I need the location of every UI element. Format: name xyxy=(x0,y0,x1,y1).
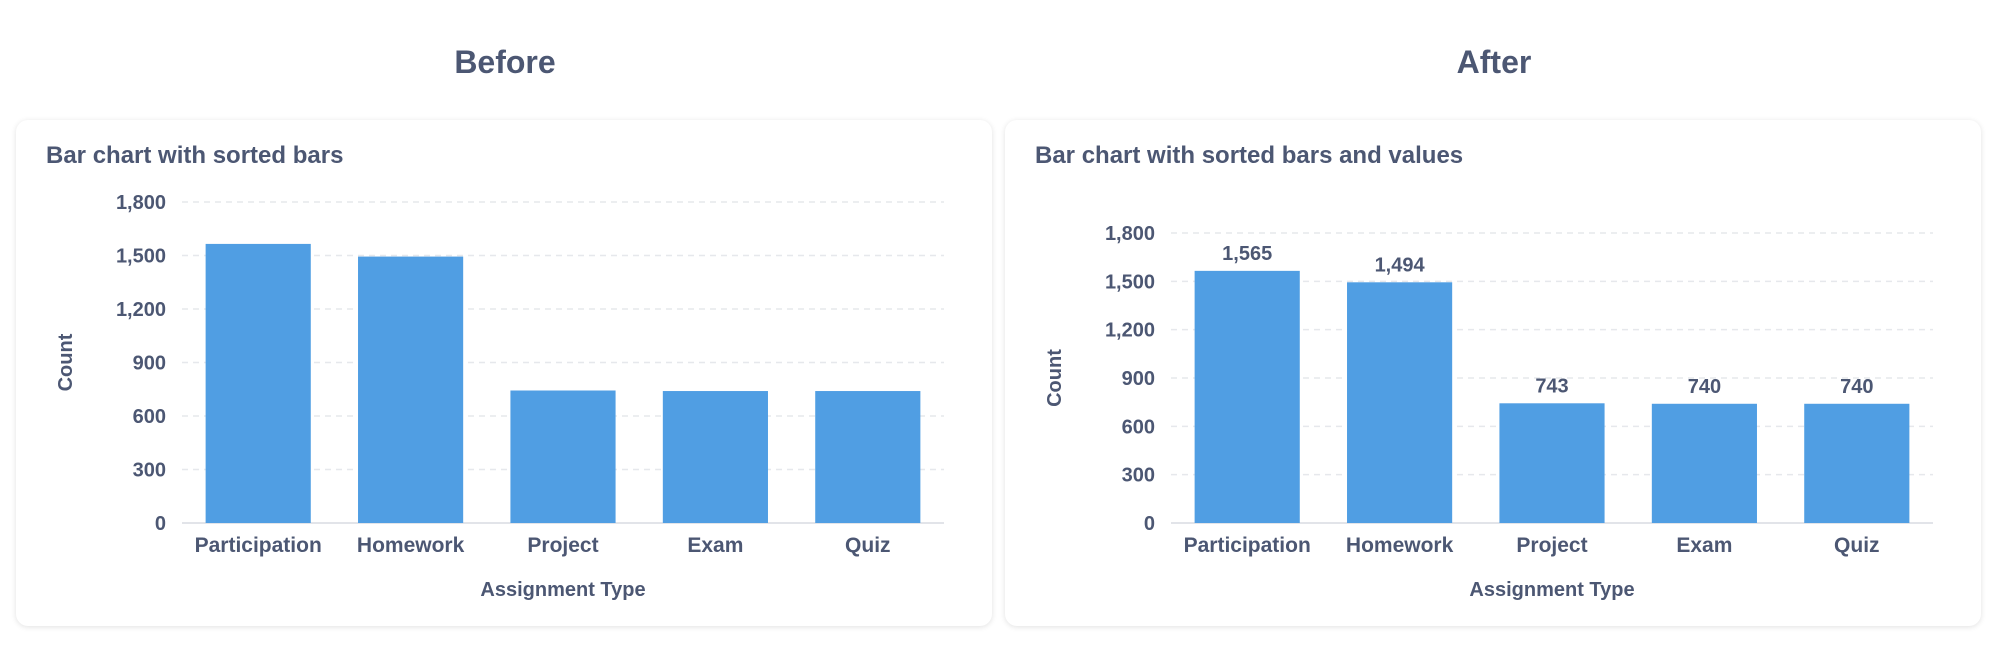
chart-title: Bar chart with sorted bars xyxy=(46,142,344,169)
x-tick-label: Exam xyxy=(1676,534,1732,557)
bar xyxy=(815,391,921,523)
bar xyxy=(662,391,768,523)
x-tick-label: Quiz xyxy=(1834,534,1880,557)
x-tick-label: Homework xyxy=(1346,534,1454,557)
x-tick-label: Participation xyxy=(195,534,322,557)
bar xyxy=(1347,282,1453,523)
y-tick-label: 0 xyxy=(1144,513,1155,535)
bar xyxy=(1651,403,1757,523)
chart-card-after: Bar chart with sorted bars and values 0 3… xyxy=(1005,120,1981,626)
y-tick-label: 900 xyxy=(1122,368,1155,390)
x-axis-title: Assignment Type xyxy=(1469,579,1634,601)
bar xyxy=(1499,403,1605,523)
y-tick-label: 600 xyxy=(133,406,166,428)
x-tick-label: Homework xyxy=(357,534,465,557)
y-tick-label: 600 xyxy=(1122,416,1155,438)
y-tick-label: 1,800 xyxy=(116,192,166,214)
y-tick-label: 300 xyxy=(133,460,166,482)
after-heading: After xyxy=(1456,44,1532,80)
y-tick-label: 1,500 xyxy=(1105,271,1155,293)
data-label: 1,494 xyxy=(1375,254,1426,276)
chart-card-before: Bar chart with sorted bars 0 300 600 900 1,2… xyxy=(16,120,992,626)
bar xyxy=(1804,403,1910,523)
bar xyxy=(1194,270,1300,523)
y-tick-label: 1,200 xyxy=(1105,320,1155,342)
y-tick-label: 0 xyxy=(155,513,166,535)
x-tick-label: Exam xyxy=(687,534,743,557)
data-label: 740 xyxy=(1688,376,1721,398)
y-tick-label: 900 xyxy=(133,353,166,375)
y-tick-label: 1,500 xyxy=(116,246,166,268)
x-tick-label: Participation xyxy=(1184,534,1311,557)
bar-chart-before: 0 300 600 900 1,200 1,500 1,800 Participation Ho… xyxy=(55,192,944,601)
y-tick-label: 1,800 xyxy=(1105,223,1155,245)
data-label: 1,565 xyxy=(1222,243,1272,265)
data-label: 740 xyxy=(1840,376,1873,398)
bar-chart-after: 0 300 600 900 1,200 1,500 1,800 Participation 1,… xyxy=(1044,223,1933,601)
y-axis-title: Count xyxy=(55,333,77,391)
bar xyxy=(205,243,311,523)
x-axis-title: Assignment Type xyxy=(480,579,645,601)
y-tick-label: 1,200 xyxy=(116,299,166,321)
x-tick-label: Project xyxy=(527,534,598,557)
bar xyxy=(358,256,464,523)
data-label: 743 xyxy=(1535,375,1568,397)
y-axis-title: Count xyxy=(1044,349,1066,407)
before-heading: Before xyxy=(454,44,556,80)
x-tick-label: Quiz xyxy=(845,534,891,557)
x-tick-label: Project xyxy=(1516,534,1587,557)
y-tick-label: 300 xyxy=(1122,465,1155,487)
chart-title: Bar chart with sorted bars and values xyxy=(1035,142,1464,169)
bar xyxy=(510,390,616,523)
